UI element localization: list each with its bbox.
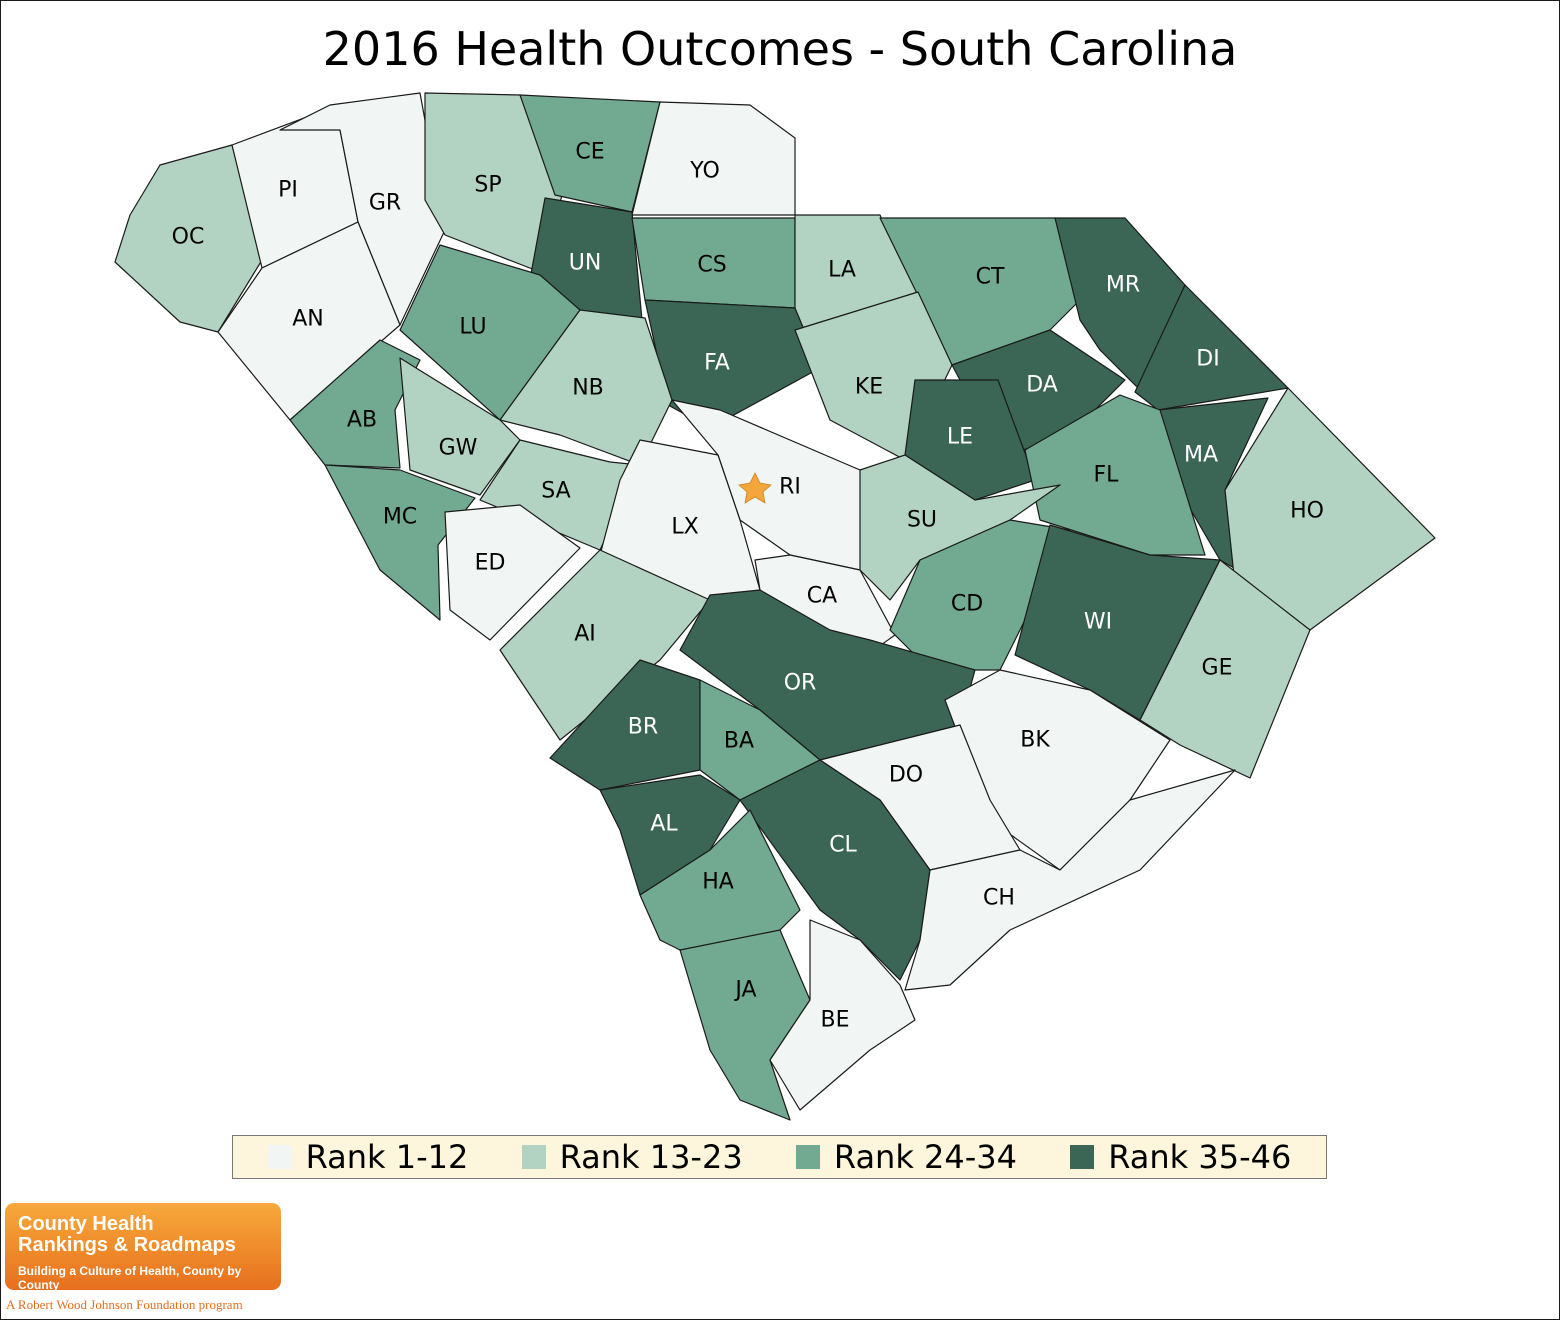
legend-swatch xyxy=(267,1145,292,1169)
county-label-gw: GW xyxy=(439,436,478,461)
county-label-ma: MA xyxy=(1184,443,1218,468)
county-cd[interactable] xyxy=(889,519,1071,671)
county-label-nb: NB xyxy=(572,376,604,401)
map-title: 2016 Health Outcomes - South Carolina xyxy=(322,22,1238,76)
logo-tagline: Building a Culture of Health, County by … xyxy=(18,1264,242,1292)
county-label-di: DI xyxy=(1196,347,1219,372)
county-label-bk: BK xyxy=(1020,728,1050,753)
legend-label: Rank 24-34 xyxy=(833,1138,1018,1176)
county-label-ed: ED xyxy=(475,551,506,576)
legend: Rank 1-12 Rank 13-23 Rank 24-34 Rank 35-… xyxy=(232,1135,1327,1179)
county-ha[interactable] xyxy=(639,809,801,961)
county-health-rankings-logo[interactable]: County Health Rankings & Roadmaps Buildi… xyxy=(5,1203,281,1292)
county-gr[interactable] xyxy=(279,92,446,326)
legend-item-rank-1-12: Rank 1-12 xyxy=(267,1138,469,1176)
county-label-wi: WI xyxy=(1084,610,1112,635)
county-fa[interactable] xyxy=(644,299,821,429)
county-label-fl: FL xyxy=(1094,463,1120,488)
county-ja[interactable] xyxy=(679,929,811,1121)
county-label-le: LE xyxy=(947,425,973,450)
county-label-da: DA xyxy=(1026,373,1058,398)
county-label-ab: AB xyxy=(347,408,377,433)
county-label-ha: HA xyxy=(702,870,734,895)
county-label-gr: GR xyxy=(369,191,401,216)
county-label-ho: HO xyxy=(1290,499,1324,524)
legend-label: Rank 1-12 xyxy=(305,1138,469,1176)
county-label-pi: PI xyxy=(278,178,298,203)
county-label-ja: JA xyxy=(733,978,756,1003)
county-mc[interactable] xyxy=(324,464,476,621)
county-ch[interactable] xyxy=(904,769,1236,991)
county-ed[interactable] xyxy=(444,504,581,641)
county-be[interactable] xyxy=(769,919,916,1111)
county-label-be: BE xyxy=(821,1008,850,1033)
legend-item-rank-13-23: Rank 13-23 xyxy=(521,1138,743,1176)
county-label-cl: CL xyxy=(829,833,857,858)
county-label-sa: SA xyxy=(541,479,570,504)
county-label-ke: KE xyxy=(855,375,883,400)
logo-title-line2: Rankings & Roadmaps xyxy=(18,1234,236,1256)
county-label-ba: BA xyxy=(724,729,754,754)
county-label-su: SU xyxy=(907,508,937,533)
county-label-yo: YO xyxy=(689,159,720,184)
legend-item-rank-24-34: Rank 24-34 xyxy=(795,1138,1018,1176)
county-oc[interactable] xyxy=(114,144,263,333)
county-label-un: UN xyxy=(569,251,602,276)
county-fl[interactable] xyxy=(1024,394,1206,556)
county-label-ri: RI xyxy=(779,475,801,500)
star-icon xyxy=(738,472,772,504)
county-label-la: LA xyxy=(828,258,856,283)
legend-swatch xyxy=(795,1145,820,1169)
county-label-ch: CH xyxy=(983,886,1015,911)
county-label-lx: LX xyxy=(671,515,698,540)
legend-swatch xyxy=(1070,1145,1095,1169)
county-label-mc: MC xyxy=(383,505,417,530)
county-label-ct: CT xyxy=(976,265,1005,290)
county-label-ge: GE xyxy=(1202,656,1233,681)
county-ge[interactable] xyxy=(1139,559,1311,779)
rwjf-footer: A Robert Wood Johnson Foundation program xyxy=(6,1297,243,1312)
county-label-oc: OC xyxy=(172,225,205,250)
county-label-br: BR xyxy=(628,715,658,740)
legend-item-rank-35-46: Rank 35-46 xyxy=(1070,1138,1291,1176)
legend-swatch xyxy=(521,1145,546,1169)
county-label-lu: LU xyxy=(459,315,486,340)
county-label-cd: CD xyxy=(951,592,983,617)
county-yo[interactable] xyxy=(631,101,796,216)
county-gw[interactable] xyxy=(399,357,521,496)
county-label-cs: CS xyxy=(697,253,726,278)
legend-label: Rank 35-46 xyxy=(1108,1138,1292,1176)
county-label-al: AL xyxy=(650,812,678,837)
county-label-do: DO xyxy=(889,763,923,788)
logo-title-line1: County Health xyxy=(18,1213,154,1235)
county-label-ca: CA xyxy=(807,584,837,609)
county-label-ai: AI xyxy=(574,622,596,647)
county-label-an: AN xyxy=(292,307,324,332)
county-label-ce: CE xyxy=(575,140,604,165)
county-label-sp: SP xyxy=(474,173,501,198)
county-label-or: OR xyxy=(784,671,817,696)
legend-label: Rank 13-23 xyxy=(559,1138,743,1176)
county-le[interactable] xyxy=(904,379,1036,501)
county-label-mr: MR xyxy=(1106,273,1140,298)
county-label-fa: FA xyxy=(704,351,730,376)
